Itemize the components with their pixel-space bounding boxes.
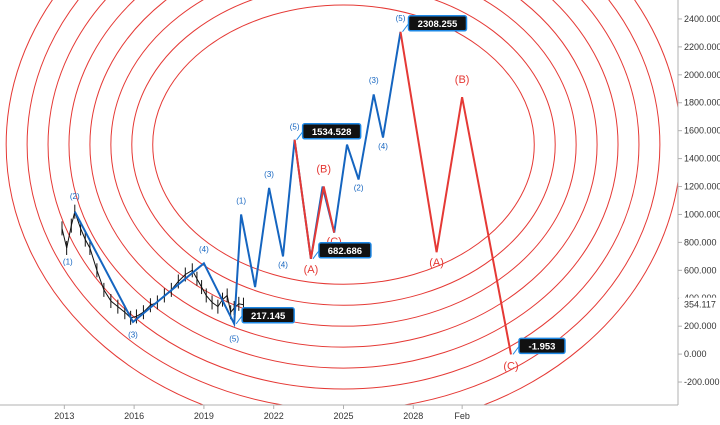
y-tick-label: -200.000 [684, 377, 720, 387]
y-tick-label: 1400.000 [684, 154, 720, 164]
callout-label: 682.686 [328, 246, 362, 257]
red-wave-line [399, 31, 512, 355]
callout-label: 1534.528 [312, 127, 352, 138]
callout-pointer [235, 315, 243, 325]
blue-wave-label: (5) [396, 14, 406, 23]
callout-pointer [512, 346, 520, 355]
red-wave-label: (B) [455, 74, 470, 86]
y-tick-label: 1000.000 [684, 209, 720, 219]
y-tick-label: 2400.000 [684, 14, 720, 24]
blue-wave-label: (3) [128, 330, 138, 339]
callout-pointer [296, 131, 304, 141]
y-tick-label: 0.000 [684, 349, 707, 359]
y-tick-label: 1200.000 [684, 182, 720, 192]
gann-arc [110, 0, 577, 327]
y-tick-label: 1800.000 [684, 98, 720, 108]
blue-wave-label: (1) [236, 196, 246, 205]
x-tick-label: 2028 [403, 411, 423, 421]
y-tick-label: 800.000 [684, 237, 717, 247]
callout-box [407, 15, 468, 32]
gann-arc [89, 0, 598, 348]
callout-pointer [312, 250, 320, 260]
callout-box [518, 337, 566, 355]
blue-wave-label: (2) [354, 184, 364, 193]
callout-box [318, 242, 372, 259]
y-tick-label: 200.000 [684, 321, 717, 331]
blue-wave-label: (4) [199, 245, 209, 254]
x-tick-label: 2013 [54, 411, 74, 421]
y-tick-label: 2200.000 [684, 42, 720, 52]
red-wave-label: (A) [304, 264, 319, 276]
blue-wave-label: (2) [70, 192, 80, 201]
callout-label: -1.953 [529, 341, 556, 352]
blue-wave-label: (4) [278, 261, 288, 270]
x-tick-label: 2019 [194, 411, 214, 421]
y-tick-label: 2000.000 [684, 70, 720, 80]
blue-wave-label: (3) [264, 170, 274, 179]
gann-arc [68, 0, 619, 369]
y-tick-label: 1600.000 [684, 126, 720, 136]
blue-wave-label: (3) [369, 76, 379, 85]
gann-arc [152, 4, 535, 285]
red-wave-label: (C) [503, 360, 518, 372]
gann-arc [131, 0, 556, 306]
current-price-box [679, 297, 720, 312]
blue-wave-label: (5) [229, 335, 239, 344]
callout-label: 2308.255 [418, 19, 458, 30]
blue-wave-label: (5) [290, 122, 300, 131]
gann-arc [26, 0, 661, 405]
red-wave-label: (A) [429, 257, 444, 269]
red-wave-label: (B) [316, 164, 331, 176]
gann-arc [5, 0, 678, 405]
x-tick-label: 2022 [264, 411, 284, 421]
current-price-label: 354.117 [684, 300, 716, 310]
gann-arc [47, 0, 640, 390]
callout-box [241, 307, 295, 324]
red-wave-line [293, 139, 336, 259]
callout-pointer [402, 23, 409, 33]
x-tick-label: Feb [454, 411, 470, 421]
callout-label: 217.145 [251, 311, 286, 322]
blue-wave-label: (4) [378, 142, 388, 151]
x-tick-label: 2025 [333, 411, 353, 421]
blue-wave-label: (1) [63, 258, 73, 267]
x-tick-label: 2016 [124, 411, 144, 421]
callout-box [301, 123, 362, 140]
y-tick-label: 600.000 [684, 265, 717, 275]
